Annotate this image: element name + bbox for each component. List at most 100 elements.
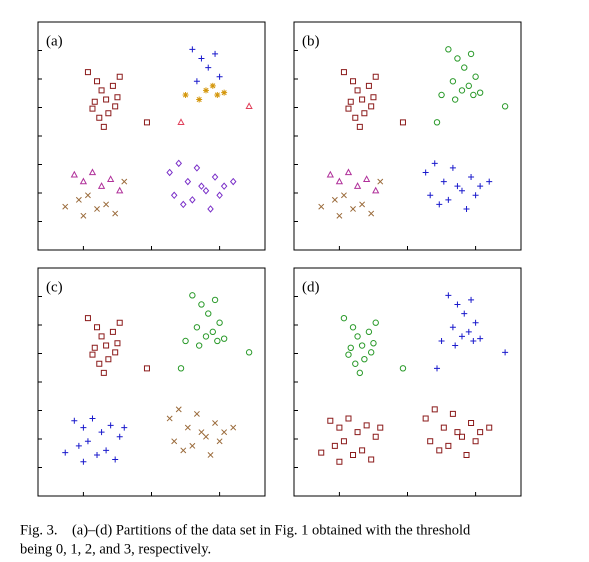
plot-frame: [293, 21, 522, 251]
point: [189, 442, 196, 449]
point: [368, 210, 375, 217]
point: [121, 424, 128, 431]
point: [486, 424, 493, 431]
point: [449, 410, 456, 417]
point: [461, 64, 468, 71]
point: [465, 328, 472, 335]
point-group: [340, 69, 406, 130]
point: [103, 96, 110, 103]
point: [203, 433, 209, 440]
point: [103, 447, 110, 454]
point: [399, 365, 407, 372]
point: [331, 196, 338, 203]
point: [214, 91, 221, 98]
point: [79, 177, 88, 185]
point: [70, 170, 78, 178]
point: [452, 342, 459, 349]
point-group: [70, 168, 124, 194]
point: [344, 168, 353, 176]
point: [340, 315, 348, 322]
point: [166, 415, 173, 422]
point: [370, 340, 377, 347]
point: [216, 191, 223, 200]
point: [399, 119, 406, 126]
point: [80, 212, 87, 219]
point: [71, 417, 78, 424]
point: [205, 310, 212, 317]
point: [171, 438, 178, 445]
point: [367, 349, 375, 356]
point: [121, 178, 128, 185]
point: [368, 103, 375, 110]
point: [502, 349, 509, 356]
point: [80, 458, 87, 465]
point: [89, 351, 96, 358]
point: [372, 319, 379, 326]
point: [105, 356, 112, 363]
point: [361, 110, 368, 117]
point: [458, 433, 465, 440]
point: [193, 164, 201, 172]
point-group: [189, 46, 223, 85]
point: [372, 433, 379, 440]
point: [91, 344, 98, 351]
point: [114, 94, 121, 101]
point: [365, 82, 372, 89]
point: [211, 173, 219, 181]
point: [80, 424, 87, 431]
point: [220, 182, 228, 190]
point: [84, 315, 91, 322]
point: [349, 324, 357, 331]
point: [209, 328, 216, 335]
point: [449, 78, 457, 85]
point: [245, 102, 253, 110]
point: [458, 187, 465, 194]
point: [477, 429, 484, 436]
point: [477, 335, 484, 342]
point: [454, 429, 461, 436]
point: [94, 451, 101, 458]
point: [445, 292, 452, 299]
point: [184, 424, 191, 431]
point: [326, 170, 334, 178]
point: [431, 406, 438, 413]
point: [372, 73, 379, 80]
point: [501, 103, 509, 110]
point: [184, 177, 192, 186]
point: [335, 177, 344, 185]
point: [189, 196, 196, 204]
point-group: [318, 415, 384, 465]
point: [112, 456, 119, 463]
point: [175, 406, 182, 413]
point: [112, 210, 119, 217]
point: [468, 296, 475, 303]
point: [180, 200, 187, 209]
point: [449, 164, 456, 171]
point: [345, 105, 352, 112]
point: [103, 342, 110, 349]
point: [189, 46, 196, 53]
point: [327, 417, 334, 424]
point: [91, 98, 98, 105]
point: [438, 337, 445, 344]
point: [107, 175, 115, 183]
point: [340, 192, 347, 199]
point: [472, 73, 479, 80]
point: [96, 360, 103, 367]
point: [97, 182, 106, 189]
point: [170, 191, 178, 200]
point-group: [318, 178, 384, 219]
point: [94, 206, 100, 212]
point: [470, 337, 477, 344]
point: [340, 438, 347, 445]
point: [62, 203, 69, 210]
point: [193, 324, 201, 331]
point: [143, 119, 150, 126]
point-group: [62, 415, 128, 465]
point: [180, 447, 187, 454]
point: [359, 447, 366, 454]
point: [350, 206, 356, 212]
point-group: [433, 46, 509, 126]
point: [468, 420, 475, 427]
point: [458, 87, 466, 94]
